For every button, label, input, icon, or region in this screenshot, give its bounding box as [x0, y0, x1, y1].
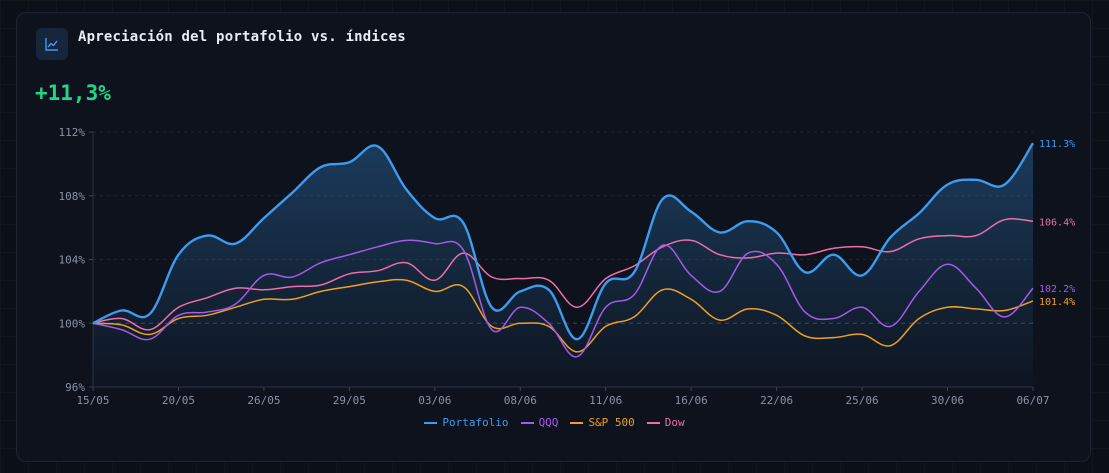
- y-tick-label: 100%: [59, 317, 86, 330]
- legend-label: Dow: [664, 416, 685, 429]
- portfolio-area: [93, 143, 1033, 387]
- line-chart-icon: [36, 28, 68, 60]
- legend-item-qqq[interactable]: QQQ: [520, 416, 559, 429]
- legend-item-portafolio[interactable]: Portafolio: [424, 416, 509, 429]
- end-label-portafolio: 111.3%: [1039, 139, 1075, 150]
- chart-legend: Portafolio QQQ S&P 500 Dow: [0, 416, 1109, 429]
- end-label-dow: 106.4%: [1039, 217, 1075, 228]
- x-tick-label: 08/06: [504, 394, 537, 407]
- y-tick-label: 96%: [65, 381, 85, 394]
- series-line-s-p-500: [92, 278, 1034, 353]
- legend-swatch: [520, 421, 534, 424]
- x-tick-label: 11/06: [589, 394, 622, 407]
- x-tick-label: 25/06: [846, 394, 879, 407]
- x-tick-label: 26/05: [247, 394, 280, 407]
- x-tick-label: 20/05: [162, 394, 195, 407]
- legend-swatch: [570, 421, 584, 424]
- legend-item-s-p-500[interactable]: S&P 500: [570, 416, 635, 429]
- x-tick-label: 03/06: [418, 394, 451, 407]
- x-tick-label: 16/06: [675, 394, 708, 407]
- chart-title: Apreciación del portafolio vs. índices: [78, 29, 406, 45]
- end-label-s-p-500: 101.4%: [1039, 297, 1075, 308]
- x-tick-label: 30/06: [931, 394, 964, 407]
- legend-label: S&P 500: [588, 416, 635, 429]
- end-label-qqq: 102.2%: [1039, 284, 1075, 295]
- x-tick-label: 15/05: [76, 394, 109, 407]
- x-tick-label: 22/06: [760, 394, 793, 407]
- legend-item-dow[interactable]: Dow: [646, 416, 685, 429]
- legend-swatch: [424, 421, 438, 424]
- x-tick-label: 06/07: [1016, 394, 1049, 407]
- series-line-portafolio: [92, 142, 1035, 341]
- line-chart-icon-glyph: [45, 38, 58, 51]
- y-tick-label: 108%: [59, 190, 86, 203]
- y-tick-label: 104%: [59, 254, 86, 267]
- legend-label: Portafolio: [442, 416, 509, 429]
- series-line-qqq: [92, 239, 1034, 358]
- legend-label: QQQ: [538, 416, 559, 429]
- x-tick-label: 29/05: [333, 394, 366, 407]
- performance-value: +11,3%: [35, 81, 111, 105]
- legend-swatch: [646, 421, 660, 424]
- y-tick-label: 112%: [59, 126, 86, 139]
